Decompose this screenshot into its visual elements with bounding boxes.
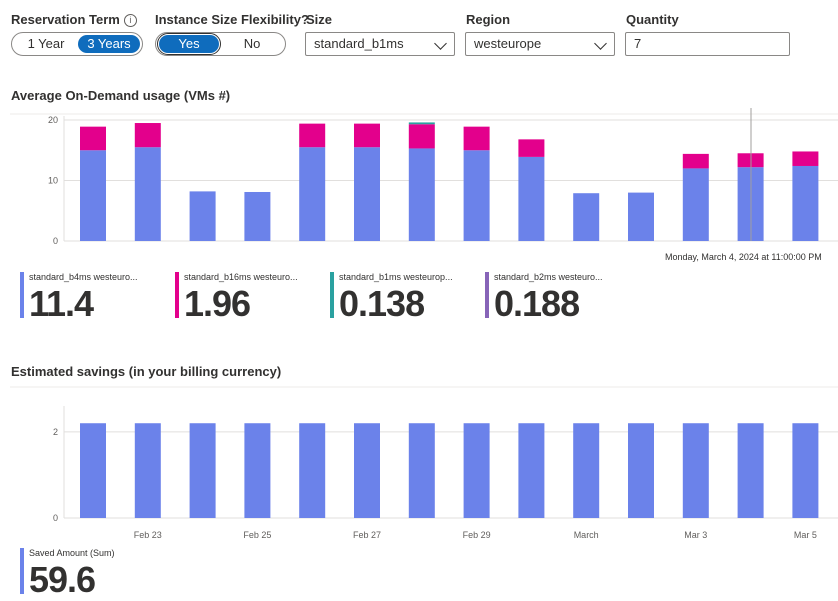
bar [134,423,161,518]
bar-segment [518,156,545,241]
y-tick-label: 0 [53,513,58,523]
quantity-input[interactable]: 7 [625,32,790,56]
x-tick-label: Feb 25 [243,530,271,540]
bar-segment [189,191,216,241]
size-flexibility-toggle[interactable]: Yes No [155,32,286,56]
region-dropdown[interactable]: westeurope [465,32,615,56]
reservation-term-label: Reservation Term i [11,12,137,27]
x-tick-label: Feb 27 [353,530,381,540]
term-1-year-option[interactable]: 1 Year [27,36,65,51]
bar [299,423,326,518]
size-dropdown[interactable]: standard_b1ms [305,32,455,56]
bar-segment [80,126,106,151]
bar-segment [792,151,819,166]
flexibility-no-option[interactable]: No [243,36,261,51]
legend-name: standard_b1ms westeurop... [339,272,453,282]
x-tick-label: Mar 3 [684,530,707,540]
bar [518,423,545,518]
legend-item-saved-amount[interactable]: Saved Amount (Sum) 59.6 [20,548,170,600]
reservation-term-label-text: Reservation Term [11,12,120,27]
bar-segment [354,123,380,148]
bar-segment [299,147,326,241]
term-3-years-option[interactable]: 3 Years [78,35,140,53]
bar-segment [682,153,709,169]
usage-chart[interactable]: 0 10 20 [0,108,838,258]
legend-value: 0.188 [494,283,580,324]
bar-segment [518,139,545,157]
bar-segment [134,123,161,148]
bar-segment [408,148,435,241]
bar-segment [354,147,380,241]
legend-item-b1ms[interactable]: standard_b1ms westeurop... 0.138 [330,272,480,324]
y-tick-label: 2 [53,427,58,437]
legend-name: standard_b2ms westeuro... [494,272,603,282]
legend-item-b2ms[interactable]: standard_b2ms westeuro... 0.188 [485,272,635,324]
bar-segment [792,165,819,241]
legend-name: Saved Amount (Sum) [29,548,115,558]
x-tick-label: Feb 29 [463,530,491,540]
bar-segment [244,191,271,241]
legend-value: 1.96 [184,283,251,324]
bar [189,423,216,518]
bar-segment [463,126,490,151]
size-label: Size [306,12,333,27]
legend-value: 0.138 [339,283,425,324]
bar-segment [299,123,326,148]
hover-timestamp: Monday, March 4, 2024 at 11:00:00 PM [665,252,822,262]
flexibility-yes-option[interactable]: Yes [157,33,221,55]
reservation-term-toggle[interactable]: 1 Year 3 Years [11,32,143,56]
x-tick-label: Feb 23 [134,530,162,540]
bar-segment [408,122,435,125]
bar [354,423,380,518]
legend-swatch [330,272,334,318]
x-tick-label: Mar 5 [794,530,817,540]
legend-swatch [485,272,489,318]
bar [573,423,600,518]
chevron-down-icon [434,37,447,50]
y-tick-label: 10 [48,176,58,186]
y-tick-label: 20 [48,115,58,125]
bar-segment [628,192,654,241]
bar [244,423,271,518]
savings-chart-title: Estimated savings (in your billing curre… [11,364,282,379]
bar [80,423,106,518]
x-tick-label: March [574,530,599,540]
region-label: Region [466,12,511,27]
usage-chart-title: Average On-Demand usage (VMs #) [11,88,231,103]
bar [737,423,764,518]
legend-name: standard_b16ms westeuro... [184,272,298,282]
size-dropdown-value: standard_b1ms [314,36,404,51]
info-icon[interactable]: i [123,14,137,27]
legend-item-b4ms[interactable]: standard_b4ms westeuro... 11.4 [20,272,170,324]
region-dropdown-value: westeurope [474,36,542,51]
legend-swatch [20,272,24,318]
bar-segment [134,147,161,241]
quantity-input-value: 7 [634,36,642,51]
bar [682,423,709,518]
bar [792,423,819,518]
bar-segment [463,150,490,241]
y-tick-label: 0 [53,236,58,246]
bar-segment [80,150,106,241]
legend-name: standard_b4ms westeuro... [29,272,138,282]
bar [408,423,435,518]
legend-value: 11.4 [29,283,94,324]
legend-item-b16ms[interactable]: standard_b16ms westeuro... 1.96 [175,272,325,324]
bar-segment [408,124,435,149]
legend-swatch [20,548,24,594]
bar-segment [573,193,600,241]
bar [628,423,654,518]
savings-chart[interactable]: 0 2 Feb 23 Feb 25 Feb 27 Feb 29 March Mar 3 Mar … [0,384,838,544]
chevron-down-icon [594,37,607,50]
legend-value: 59.6 [29,559,96,600]
size-flexibility-label: Instance Size Flexibility? [155,12,309,27]
bar-segment [682,168,709,241]
legend-swatch [175,272,179,318]
quantity-label: Quantity [626,12,679,27]
bar [463,423,490,518]
